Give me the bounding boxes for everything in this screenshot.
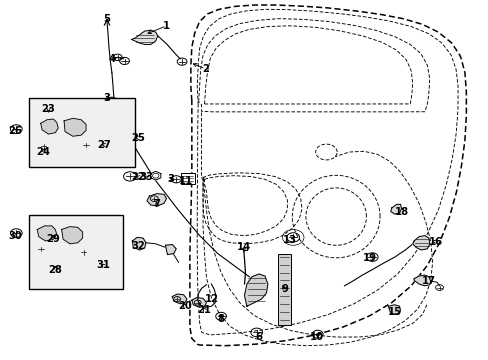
Text: 20: 20 <box>178 301 191 311</box>
Bar <box>277 253 291 325</box>
Polygon shape <box>413 275 430 286</box>
Text: 6: 6 <box>255 332 262 342</box>
Text: 13: 13 <box>282 235 296 245</box>
Text: 25: 25 <box>131 133 145 143</box>
Text: 30: 30 <box>8 231 22 240</box>
Text: 32: 32 <box>131 241 145 251</box>
Text: 29: 29 <box>46 234 60 244</box>
Polygon shape <box>165 244 176 255</box>
Text: 3: 3 <box>166 174 173 184</box>
Polygon shape <box>64 118 86 136</box>
Text: 28: 28 <box>48 265 62 275</box>
Polygon shape <box>172 294 186 304</box>
Text: 5: 5 <box>103 14 110 24</box>
Text: 21: 21 <box>197 305 211 315</box>
Polygon shape <box>61 226 82 244</box>
Bar <box>181 173 194 184</box>
Text: 19: 19 <box>363 253 377 263</box>
Polygon shape <box>131 30 158 44</box>
Text: 24: 24 <box>37 147 50 157</box>
Text: 23: 23 <box>41 104 55 114</box>
Polygon shape <box>147 194 166 206</box>
Text: 12: 12 <box>204 294 218 304</box>
Text: 31: 31 <box>96 260 110 270</box>
Polygon shape <box>150 171 161 180</box>
Text: 3: 3 <box>103 93 110 103</box>
Text: 26: 26 <box>8 126 22 135</box>
Polygon shape <box>412 235 429 250</box>
Text: 16: 16 <box>427 237 442 247</box>
Text: 22: 22 <box>131 172 145 182</box>
Text: 7: 7 <box>153 199 160 210</box>
Text: 14: 14 <box>236 242 250 252</box>
Polygon shape <box>132 237 146 250</box>
Text: 27: 27 <box>97 140 111 150</box>
Bar <box>29 98 135 167</box>
Text: 4: 4 <box>108 54 115 64</box>
Text: 15: 15 <box>387 307 401 317</box>
Text: 1: 1 <box>163 21 170 31</box>
Text: 33: 33 <box>139 172 153 182</box>
Polygon shape <box>191 298 206 307</box>
Text: 8: 8 <box>217 314 224 324</box>
Polygon shape <box>41 119 58 134</box>
Polygon shape <box>37 226 57 241</box>
Text: 18: 18 <box>394 207 408 217</box>
Bar <box>29 215 122 289</box>
Text: 11: 11 <box>179 176 193 186</box>
Text: 10: 10 <box>309 332 323 342</box>
Polygon shape <box>387 305 400 315</box>
Text: 9: 9 <box>281 284 287 294</box>
Polygon shape <box>244 274 267 306</box>
Text: 2: 2 <box>202 64 208 74</box>
Text: 17: 17 <box>421 276 435 286</box>
Polygon shape <box>390 204 401 214</box>
